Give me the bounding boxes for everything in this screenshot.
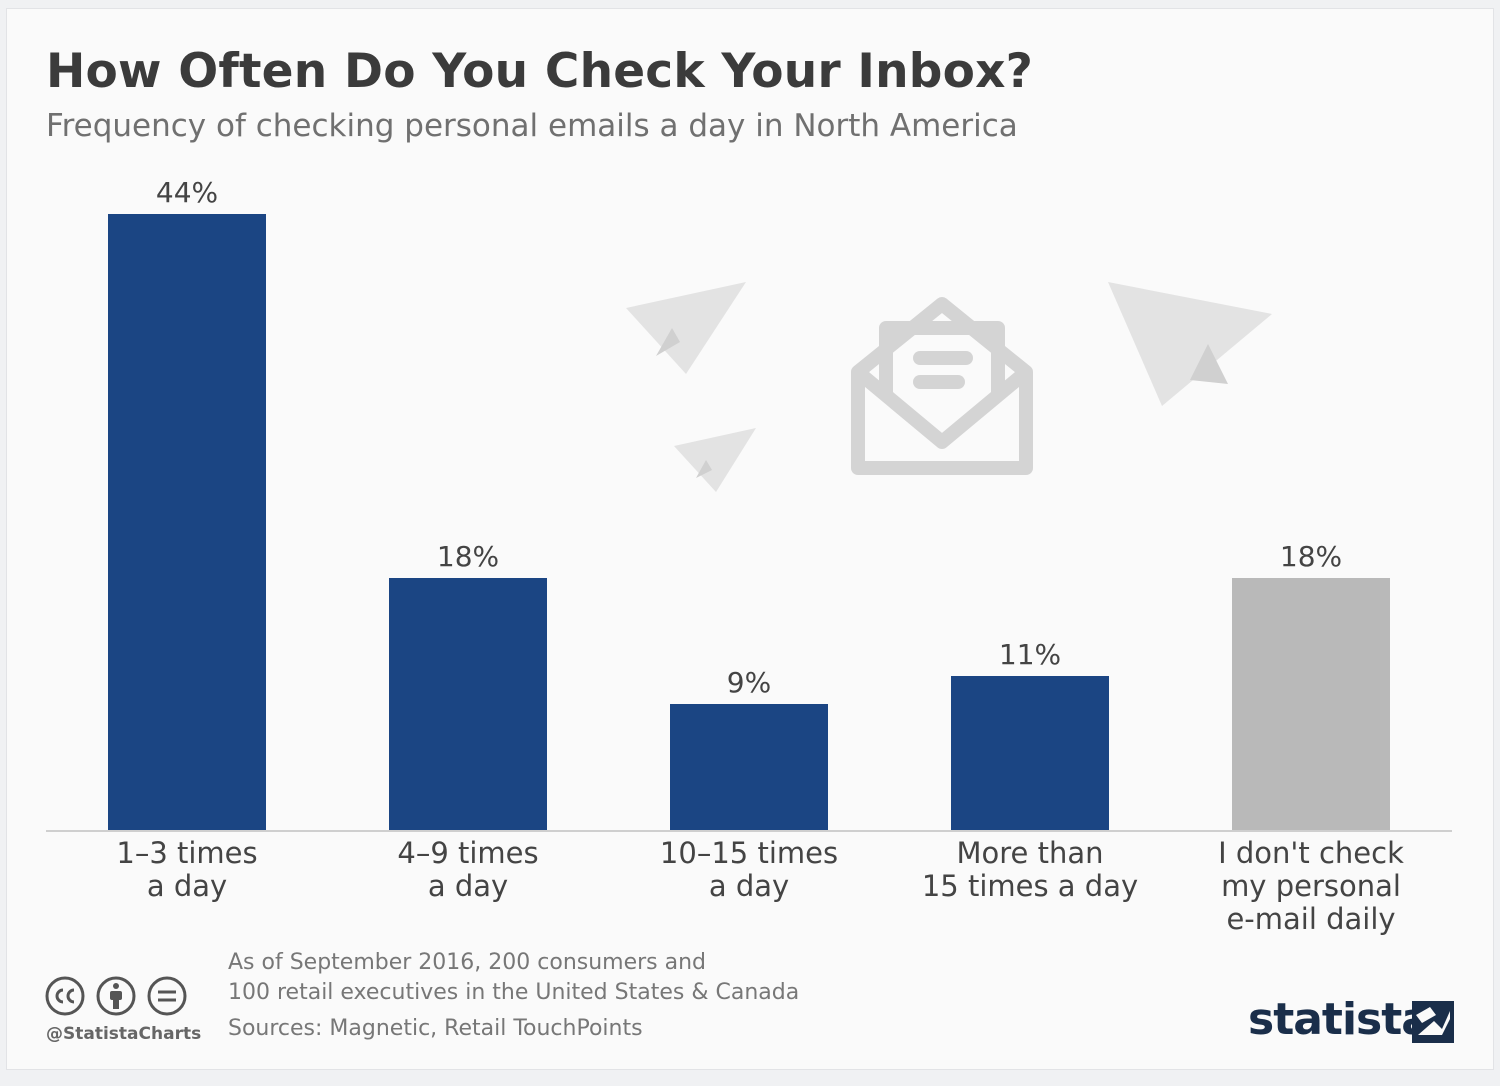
no-derivatives-icon[interactable] [147,976,187,1016]
attribution-icon[interactable] [96,976,136,1016]
paper-plane-icon [626,282,746,374]
statista-logo-text[interactable]: statista [1248,994,1431,1045]
value-label-5: 18% [1280,540,1342,573]
value-label-1: 44% [156,176,218,209]
twitter-handle[interactable]: @StatistaCharts [46,1024,202,1044]
paper-plane-icon [1108,282,1272,406]
value-label-2: 18% [437,540,499,573]
category-label-5: I don't check my personal e-mail daily [1218,836,1404,936]
category-label-2: 4–9 times a day [397,836,539,903]
survey-note-line2: 100 retail executives in the United Stat… [228,980,800,1005]
value-label-3: 9% [727,666,771,699]
creative-commons-icon[interactable] [45,976,85,1016]
bar-5 [1232,578,1390,830]
license-icons[interactable] [44,975,194,1017]
statista-logo-icon[interactable] [1412,1001,1454,1043]
survey-note: As of September 2016, 200 consumers and … [228,948,799,1008]
chart-subtitle: Frequency of checking personal emails a … [46,108,1018,144]
bar-2 [389,578,547,830]
value-label-4: 11% [999,638,1061,671]
sources-text: Sources: Magnetic, Retail TouchPoints [228,1016,643,1041]
envelope-icon [851,297,1033,475]
bar-1 [108,214,266,830]
paper-plane-icon [674,428,756,492]
category-label-4: More than 15 times a day [921,836,1139,903]
category-label-3: 10–15 times a day [659,836,839,903]
category-label-1: 1–3 times a day [116,836,258,903]
bar-4 [951,676,1109,830]
chart-title: How Often Do You Check Your Inbox? [46,44,1034,99]
survey-note-line1: As of September 2016, 200 consumers and [228,950,707,975]
bar-3 [670,704,828,830]
